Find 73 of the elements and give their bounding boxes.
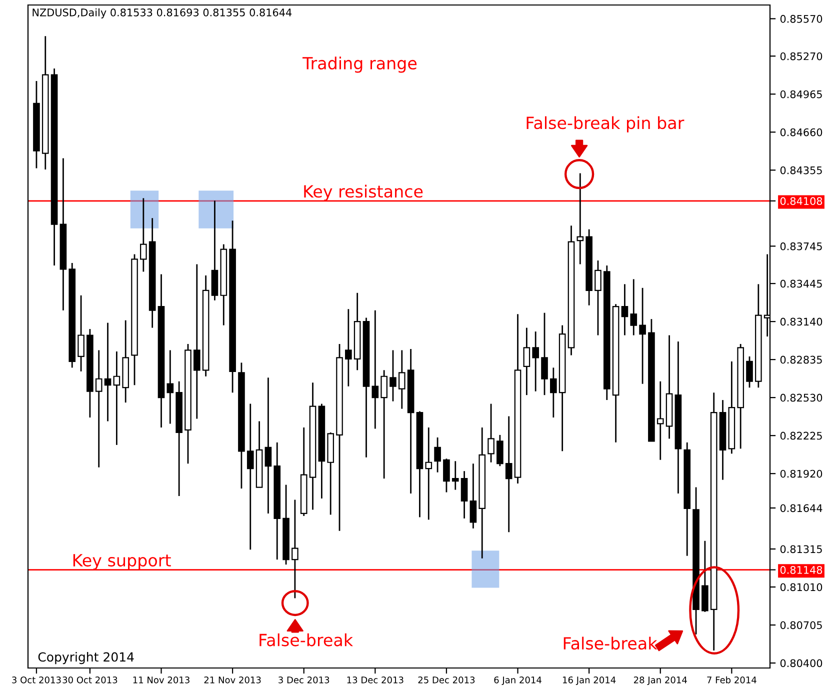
candlestick — [488, 403, 494, 464]
y-tick-label: 0.85270 — [780, 52, 822, 60]
candlestick — [550, 366, 557, 418]
candlestick — [78, 294, 84, 372]
candlestick — [345, 308, 352, 388]
y-tick-label: 0.84965 — [780, 90, 822, 98]
y-tick-label: 0.83745 — [780, 242, 822, 250]
candlestick — [246, 403, 254, 550]
annotation: False-break pin bar — [526, 116, 684, 132]
annotation: False-break — [260, 633, 354, 646]
candlestick — [264, 376, 272, 514]
annotation: Copyright 2014 — [38, 652, 134, 664]
candlestick — [113, 350, 120, 446]
x-tick-label: 7 Feb 2014 — [707, 676, 756, 684]
x-tick-label: 13 Dec 2013 — [347, 676, 404, 684]
candlestick — [390, 350, 396, 402]
y-tick-label: 0.82225 — [780, 432, 822, 440]
x-tick-label: 3 Dec 2013 — [278, 676, 330, 684]
y-tick-label: 0.84660 — [780, 128, 822, 136]
candlestick — [292, 499, 298, 599]
candlestick — [140, 197, 147, 272]
candlestick — [372, 310, 379, 430]
x-tick-label: 16 Jan 2014 — [563, 676, 616, 685]
candlestick — [746, 356, 753, 388]
y-tick-label: 0.81148 — [780, 566, 822, 574]
candlestick — [470, 462, 477, 530]
candlestick — [193, 264, 200, 420]
x-tick-label: 25 Dec 2013 — [418, 676, 475, 684]
candlestick — [443, 458, 450, 493]
candlestick — [532, 330, 539, 392]
y-tick-label: 0.81644 — [780, 504, 822, 512]
x-tick-label: 28 Jan 2014 — [634, 676, 687, 685]
candlestick — [576, 172, 584, 265]
y-tick-label: 0.81920 — [780, 470, 822, 478]
candlestick — [621, 283, 628, 336]
x-tick-label: 6 Jan 2014 — [494, 676, 542, 685]
y-tick-label: 0.83445 — [780, 280, 822, 288]
candlestick — [398, 350, 406, 410]
candlestick — [380, 369, 388, 480]
candlestick — [523, 327, 530, 396]
candlestick — [656, 380, 664, 461]
ref-line-label: Key resistance — [304, 184, 423, 201]
y-tick-label: 0.81010 — [780, 583, 822, 592]
x-tick-label: 3 Oct 2013 — [12, 676, 61, 684]
annotation: Trading range — [302, 56, 417, 73]
candlestick — [639, 287, 646, 385]
candlestick — [104, 322, 112, 422]
ref-line-label: Key support — [73, 554, 171, 570]
y-tick-label: 0.82835 — [780, 356, 822, 364]
y-tick-label: 0.81315 — [780, 545, 822, 554]
candlestick — [496, 434, 504, 467]
candlestick — [425, 426, 432, 520]
candlestick — [166, 350, 174, 424]
y-tick-label: 0.84108 — [780, 197, 822, 206]
x-tick-label: 30 Oct 2013 — [62, 676, 118, 684]
candlestick — [594, 260, 602, 336]
y-tick-label: 0.85570 — [780, 14, 822, 23]
y-tick-label: 0.80400 — [780, 659, 822, 668]
x-tick-label: 11 Nov 2013 — [133, 676, 190, 684]
candlestick — [452, 460, 459, 490]
y-tick-label: 0.80705 — [780, 621, 822, 630]
y-tick-label: 0.83140 — [780, 318, 822, 326]
annotation: False-break — [564, 636, 658, 650]
candlestick — [460, 470, 468, 520]
x-tick-label: 21 Nov 2013 — [204, 676, 261, 684]
candlestick — [95, 350, 102, 468]
candlestick — [630, 278, 638, 336]
y-tick-label: 0.84355 — [780, 166, 822, 174]
y-tick-label: 0.82530 — [780, 394, 822, 402]
chart-title: NZDUSD,Daily 0.81533 0.81693 0.81355 0.81644 — [32, 8, 292, 18]
candlestick — [434, 436, 441, 474]
candlestick — [541, 312, 548, 396]
candlestick — [505, 416, 512, 533]
